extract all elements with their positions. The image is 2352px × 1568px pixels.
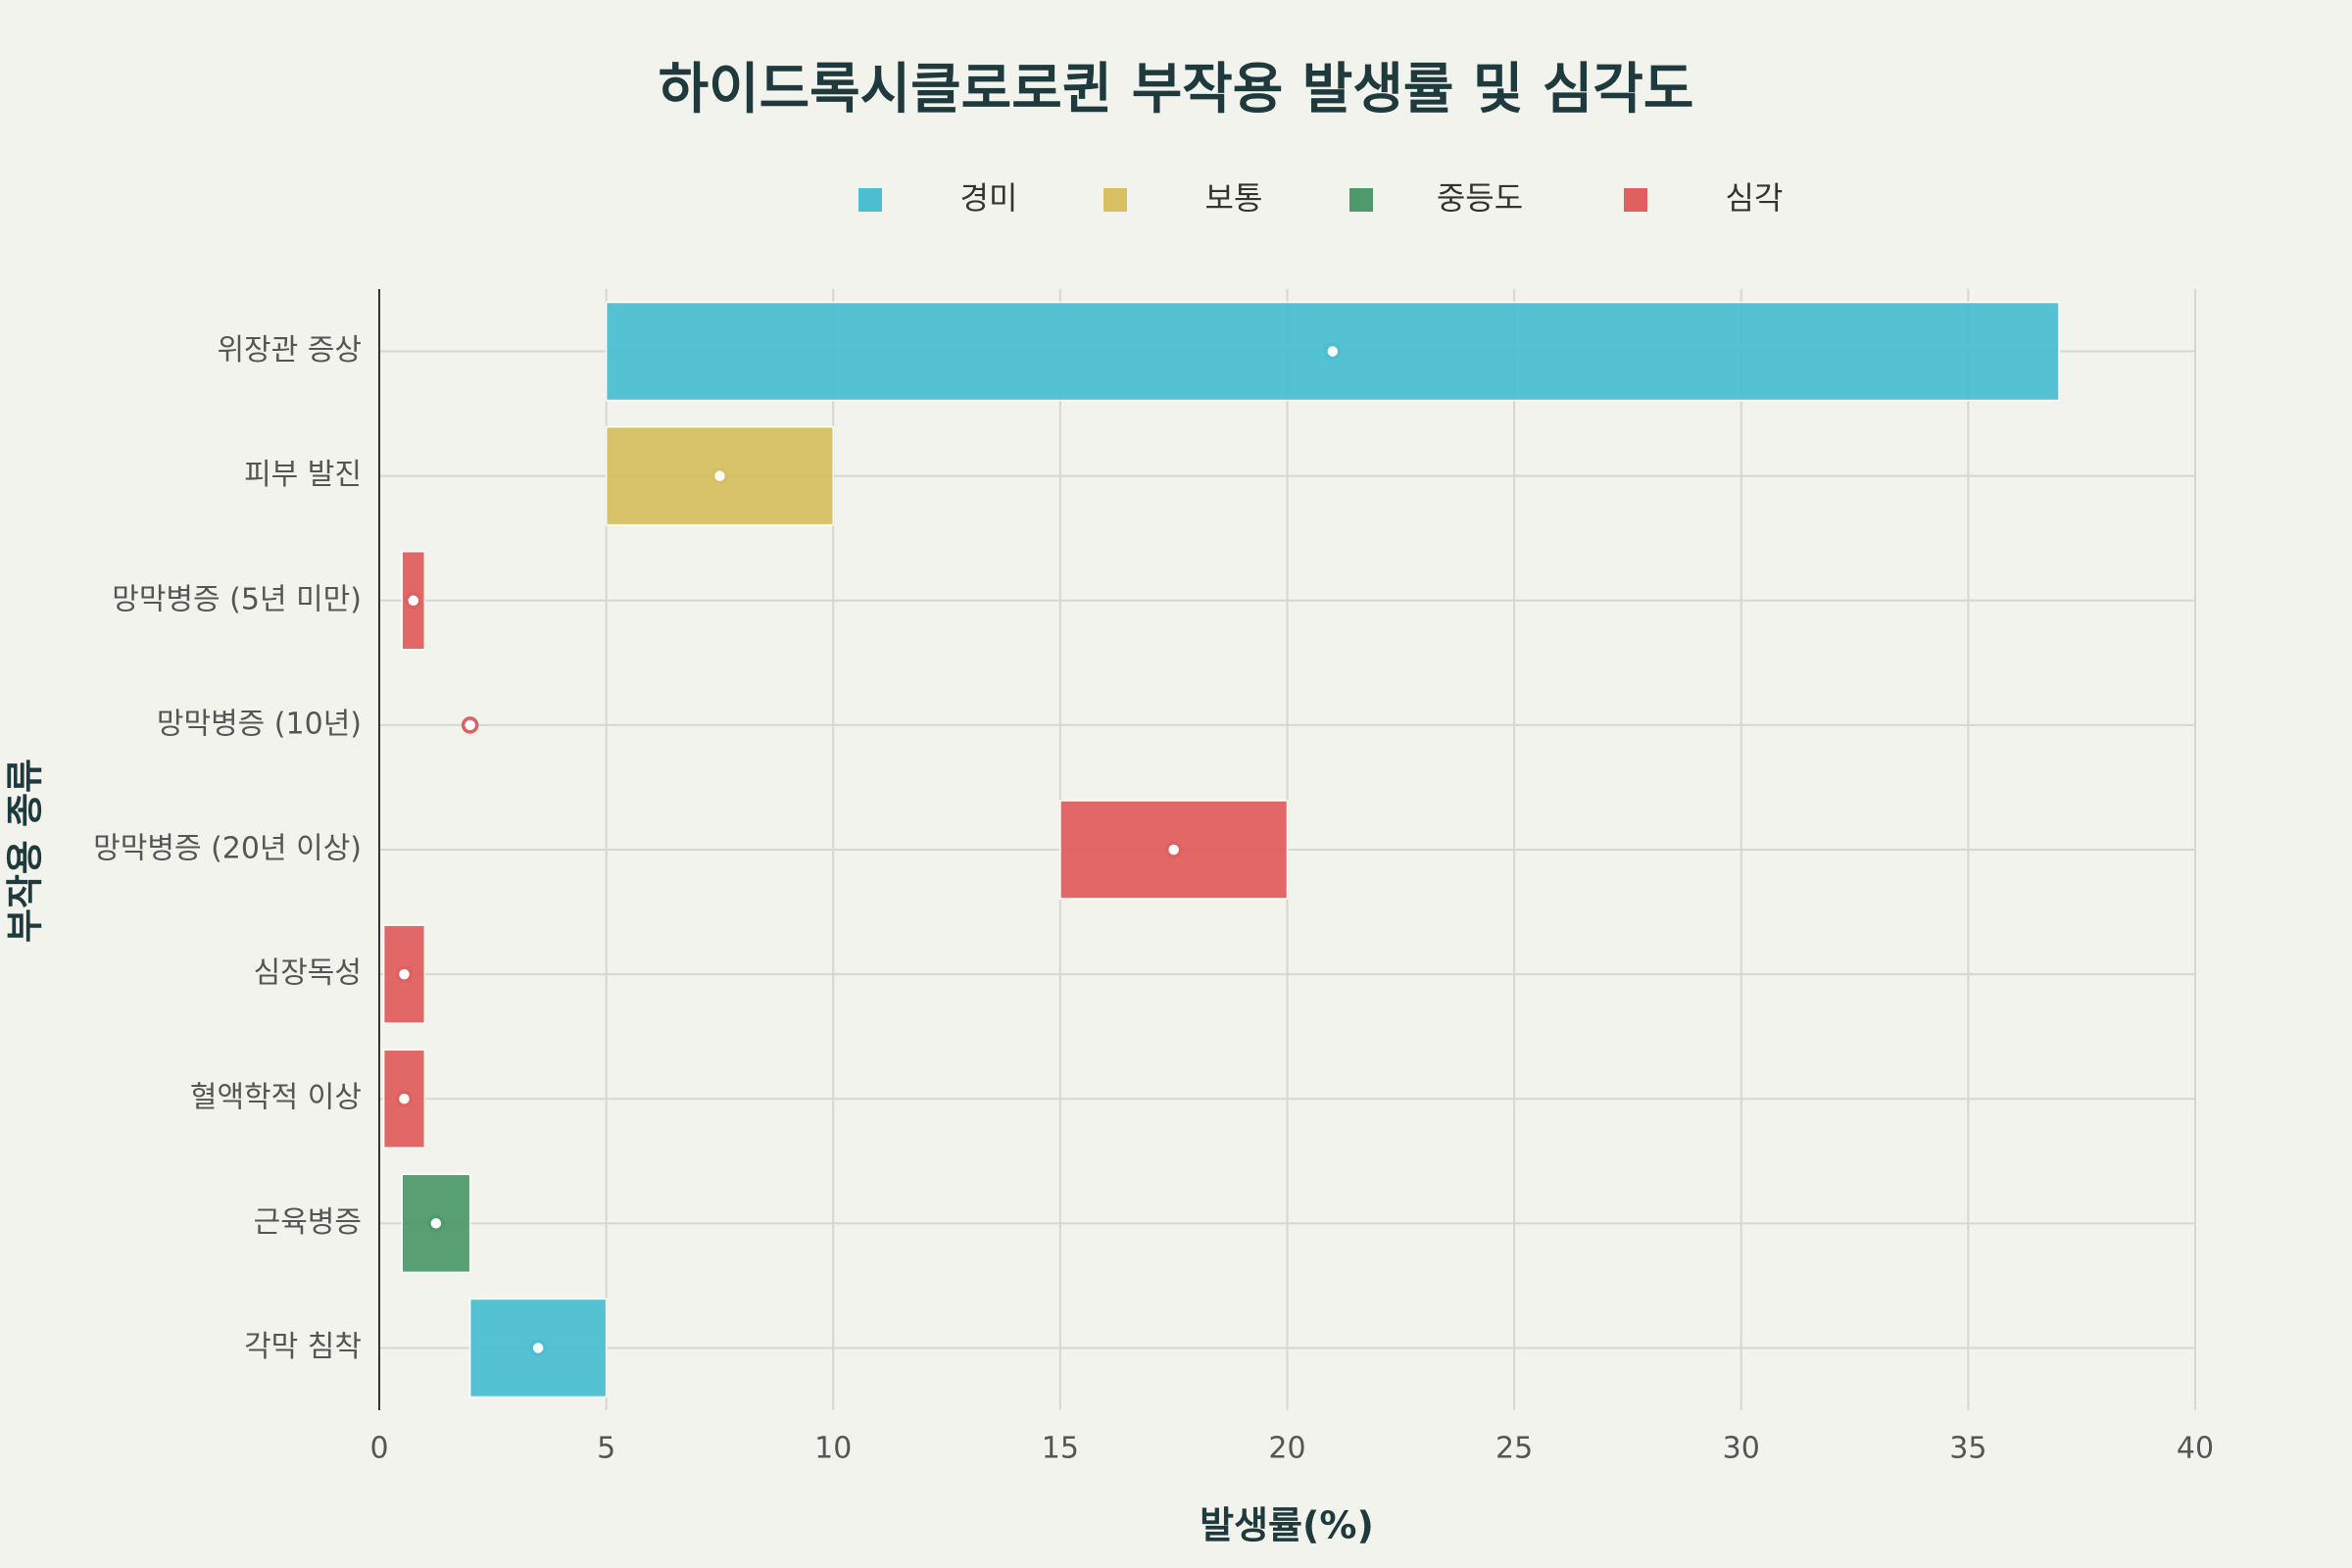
x-tick-label: 30 — [1723, 1432, 1760, 1466]
legend-label: 보통 — [1205, 179, 1263, 217]
x-tick-label: 5 — [597, 1432, 615, 1466]
mid-marker — [404, 592, 422, 610]
mid-marker — [710, 466, 729, 485]
mid-marker — [461, 716, 479, 734]
x-tick-label: 10 — [814, 1432, 852, 1466]
legend-label: 심각 — [1726, 179, 1784, 217]
legend-label: 중등도 — [1437, 179, 1523, 217]
chart-title: 하이드록시클로로퀸 부작용 발생률 및 심각도 — [659, 58, 1694, 122]
y-tick-label: 피부 발진 — [244, 458, 362, 492]
range-bar — [468, 1298, 608, 1398]
x-tick-label: 25 — [1495, 1432, 1533, 1466]
x-tick-label: 35 — [1949, 1432, 1986, 1466]
y-tick-label: 망막병증 (5년 미만) — [112, 582, 362, 616]
y-tick-label: 망막병증 (10년) — [157, 707, 362, 741]
legend-swatch — [1349, 188, 1373, 212]
x-tick-label: 20 — [1268, 1432, 1305, 1466]
mid-marker — [427, 1214, 445, 1233]
y-tick-label: 망막병증 (20년 이상) — [93, 832, 362, 866]
legend-swatch — [1624, 188, 1647, 212]
legend-label: 경미 — [960, 179, 1018, 217]
legend-swatch — [858, 188, 882, 212]
y-tick-label: 각막 침착 — [244, 1330, 362, 1364]
mid-marker — [395, 965, 414, 983]
x-tick-label: 40 — [2177, 1432, 2214, 1466]
y-tick-label: 심장독성 — [254, 956, 362, 991]
x-axis-title: 발생률(%) — [1200, 1504, 1374, 1547]
mid-marker — [1164, 841, 1183, 858]
mid-marker — [1324, 342, 1342, 361]
y-tick-label: 위장관 증상 — [217, 333, 362, 368]
mid-marker — [395, 1090, 414, 1107]
y-tick-label: 근육병증 — [254, 1205, 362, 1240]
legend-swatch — [1103, 188, 1127, 212]
y-axis-title: 부작용 종류 — [4, 759, 47, 943]
mid-marker — [529, 1339, 547, 1357]
x-tick-label: 15 — [1042, 1432, 1079, 1466]
y-tick-label: 혈액학적 이상 — [190, 1081, 362, 1115]
x-tick-label: 0 — [369, 1432, 388, 1466]
